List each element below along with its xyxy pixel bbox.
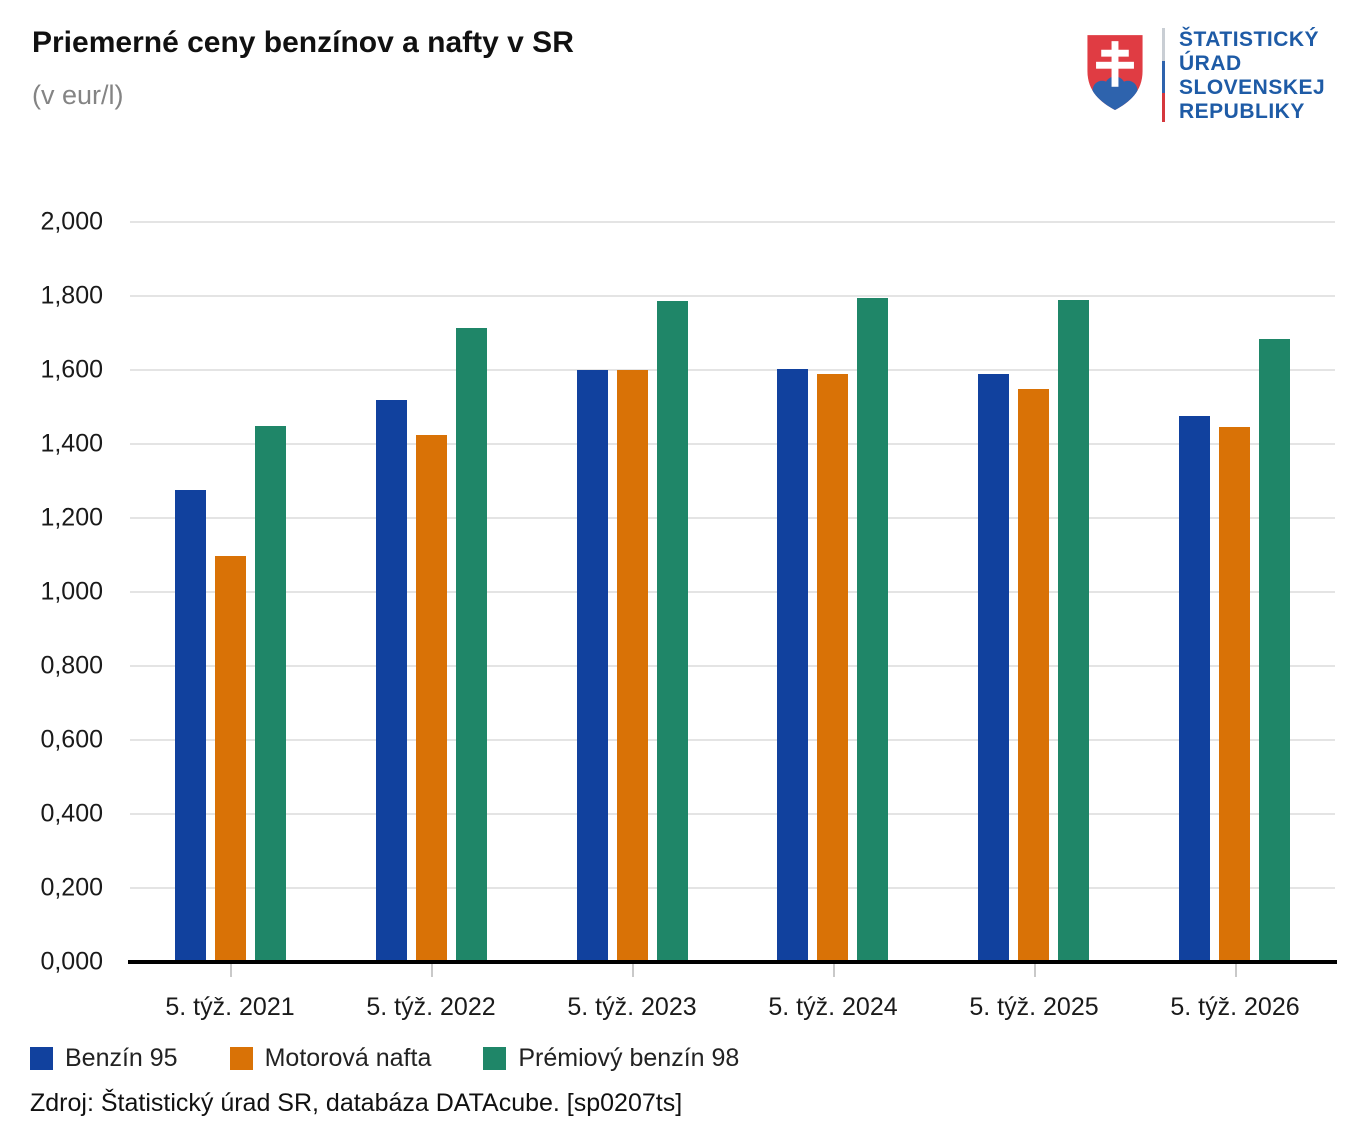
x-axis-category-label: 5. týž. 2024 [768,993,898,1021]
legend-label: Benzín 95 [65,1044,178,1072]
y-axis-tick-label: 1,400 [40,429,103,458]
legend-color-swatch [229,1047,253,1070]
bar-pr-miov-benz-n-98-2[interactable] [456,328,487,962]
legend-item-benz-n-95[interactable]: Benzín 95 [30,1044,178,1073]
legend-color-swatch [483,1047,507,1070]
page-title: Priemerné ceny benzínov a nafty v SR [32,26,574,59]
y-axis-tick-label: 2,000 [40,207,103,236]
logo-text-line: ŠTATISTICKÝ [1179,28,1320,51]
y-axis-tick-label: 1,600 [40,355,103,384]
x-axis-tick [1034,964,1036,977]
y-axis-tick-label: 0,200 [40,873,103,902]
legend-label: Motorová nafta [264,1044,432,1072]
y-gridline [130,517,1335,519]
logo-text-line: REPUBLIKY [1179,100,1305,123]
bar-benz-n-95-1[interactable] [175,490,206,962]
x-axis-line [128,960,1337,964]
bar-pr-miov-benz-n-98-4[interactable] [857,298,888,962]
page-subtitle: (v eur/l) [32,80,124,110]
x-axis-tick [230,964,232,977]
bar-motorov-nafta-6[interactable] [1219,427,1250,962]
y-gridline [130,295,1335,297]
y-axis-tick-label: 1,800 [40,281,103,310]
chart-legend: Benzín 95 Motorová nafta Prémiový benzín 9… [30,1044,739,1073]
x-axis-tick [833,964,835,977]
x-axis-category-label: 5. týž. 2025 [969,993,1099,1021]
y-axis-tick-label: 1,000 [40,577,103,606]
bar-pr-miov-benz-n-98-6[interactable] [1259,339,1290,962]
bar-benz-n-95-5[interactable] [978,374,1009,962]
slovak-coat-of-arms-icon [1087,35,1143,111]
y-gridline [130,887,1335,889]
bar-benz-n-95-2[interactable] [376,400,407,962]
bar-pr-miov-benz-n-98-5[interactable] [1058,300,1089,962]
bar-pr-miov-benz-n-98-3[interactable] [657,301,688,962]
logo-text-line: SLOVENSKEJ [1179,76,1326,99]
legend-color-swatch [30,1047,53,1070]
logo-tricolor-divider [1162,28,1165,122]
y-gridline [130,369,1335,371]
bar-motorov-nafta-5[interactable] [1018,389,1049,962]
logo-text: ŠTATISTICKÝ ÚRAD SLOVENSKEJ REPUBLIKY [1179,28,1325,124]
y-gridline [130,665,1335,667]
source-note: Zdroj: Štatistický úrad SR, databáza DAT… [30,1089,683,1117]
x-axis-tick [1235,964,1237,977]
bar-benz-n-95-4[interactable] [777,369,808,962]
x-axis-category-label: 5. týž. 2022 [366,993,496,1021]
bar-motorov-nafta-4[interactable] [817,374,848,962]
x-axis-tick [632,964,634,977]
x-axis-category-label: 5. týž. 2021 [165,993,295,1021]
y-gridline [130,739,1335,741]
x-axis-category-label: 5. týž. 2026 [1170,993,1300,1021]
bar-benz-n-95-6[interactable] [1179,416,1210,962]
y-axis-tick-label: 1,200 [40,503,103,532]
y-gridline [130,813,1335,815]
bar-motorov-nafta-2[interactable] [416,435,447,962]
legend-item-pr-miov-benz-n-98[interactable]: Prémiový benzín 98 [483,1044,739,1073]
y-gridline [130,443,1335,445]
susr-logo: ŠTATISTICKÝ ÚRAD SLOVENSKEJ REPUBLIKY [1084,26,1325,124]
bar-motorov-nafta-1[interactable] [215,556,246,962]
bar-benz-n-95-3[interactable] [577,370,608,962]
y-axis-tick-label: 0,400 [40,799,103,828]
y-gridline [130,221,1335,223]
y-gridline [130,591,1335,593]
bar-pr-miov-benz-n-98-1[interactable] [255,426,286,962]
y-axis-tick-label: 0,600 [40,725,103,754]
y-axis-tick-label: 0,800 [40,651,103,680]
x-axis-category-label: 5. týž. 2023 [567,993,697,1021]
y-axis-tick-label: 0,000 [40,947,103,976]
bar-motorov-nafta-3[interactable] [617,370,648,962]
x-axis-tick [431,964,433,977]
logo-text-line: ÚRAD [1179,52,1242,75]
legend-item-motorov-nafta[interactable]: Motorová nafta [229,1044,432,1073]
legend-label: Prémiový benzín 98 [518,1044,740,1072]
